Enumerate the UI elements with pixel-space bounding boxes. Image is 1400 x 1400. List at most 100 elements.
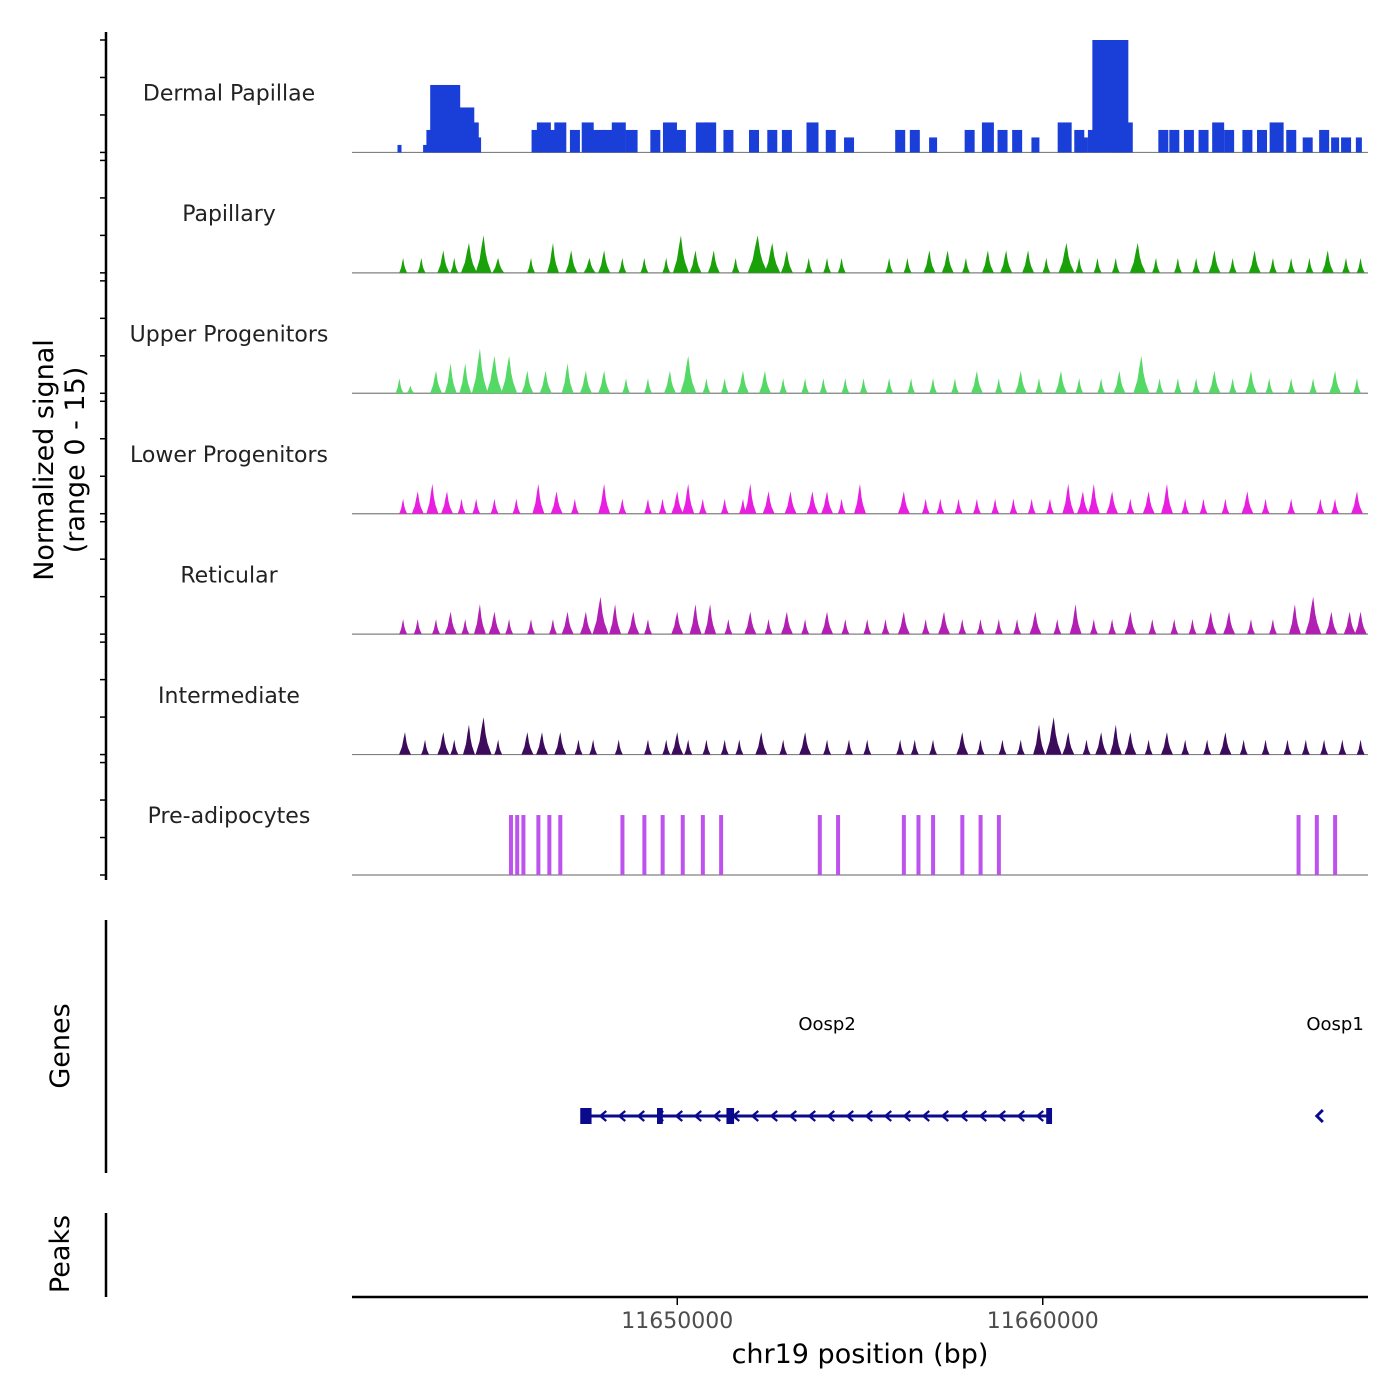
signal-peak xyxy=(1301,739,1310,755)
x-axis-ticks: 11650000 11660000 xyxy=(621,1297,1099,1334)
strand-arrow xyxy=(978,1110,987,1122)
signal-peak xyxy=(618,498,627,514)
genes-panel-label: Genes xyxy=(45,1003,76,1088)
signal-peak xyxy=(929,378,938,394)
signal-peak xyxy=(702,378,711,394)
signal-peak xyxy=(739,498,748,514)
signal-peak xyxy=(1316,498,1325,514)
signal-peak xyxy=(660,815,665,875)
signal-peak xyxy=(1126,498,1135,514)
track-pre-adipocytes: Pre-adipocytes xyxy=(148,804,1368,876)
signal-peak xyxy=(1124,732,1137,755)
track-upper-progenitors: Upper Progenitors xyxy=(130,323,1368,394)
signal-peak xyxy=(461,619,470,635)
signal-peak xyxy=(1192,378,1201,394)
signal-peak xyxy=(581,122,594,153)
signal-peak xyxy=(1181,739,1190,755)
exon xyxy=(1046,1108,1053,1124)
signal-peak xyxy=(976,739,985,755)
signal-peak xyxy=(399,498,408,514)
signal-peak xyxy=(903,257,912,273)
strand-arrow xyxy=(617,1110,626,1122)
signal-peak xyxy=(475,137,482,153)
gene-label: Oosp2 xyxy=(798,1014,855,1035)
signal-peak xyxy=(521,815,526,875)
signal-peak xyxy=(1343,611,1356,635)
signal-peak xyxy=(1106,491,1119,514)
signal-peak xyxy=(1331,498,1340,514)
signal-peak xyxy=(627,611,640,635)
signal-peak xyxy=(767,129,778,153)
signal-peak xyxy=(527,619,536,635)
signal-peak xyxy=(1173,378,1182,394)
genes-panel: Oosp2 Oosp1 xyxy=(580,1014,1364,1124)
signal-peak xyxy=(897,491,910,514)
gene-label: Oosp1 xyxy=(1306,1014,1363,1035)
signal-peak xyxy=(444,611,457,635)
signal-peak xyxy=(399,257,408,273)
signal-peak xyxy=(547,815,552,875)
signal-peak xyxy=(1169,129,1180,153)
signal-peak xyxy=(532,483,545,514)
signal-peak xyxy=(976,619,985,635)
signal-peak xyxy=(680,355,697,394)
signal-peak xyxy=(780,250,793,273)
signal-peak xyxy=(885,378,894,394)
signal-peak xyxy=(450,739,459,755)
signal-peak xyxy=(837,257,846,273)
signal-peak xyxy=(1242,129,1253,153)
signal-peak xyxy=(744,483,757,514)
signal-peak xyxy=(1033,724,1046,755)
signal-peak xyxy=(1160,483,1173,514)
signal-peak xyxy=(644,498,653,514)
signal-peak xyxy=(1319,129,1330,153)
signal-peak xyxy=(799,732,812,755)
track-label: Lower Progenitors xyxy=(130,443,328,468)
signal-peak xyxy=(784,491,797,514)
signal-peak xyxy=(1087,483,1100,514)
signal-peak xyxy=(997,129,1008,153)
signal-peak xyxy=(413,619,422,635)
signal-peak xyxy=(437,250,450,273)
signal-peak xyxy=(921,498,930,514)
signal-peak xyxy=(550,491,563,514)
signal-peak xyxy=(561,611,574,635)
strand-arrow xyxy=(845,1110,854,1122)
signal-peak xyxy=(720,378,729,394)
signal-peak xyxy=(1076,491,1089,514)
track-dermal-papillae: Dermal Papillae xyxy=(143,40,1368,154)
signal-peak xyxy=(1321,250,1334,273)
signal-peak xyxy=(650,129,661,153)
signal-peak xyxy=(764,619,773,635)
signal-peak xyxy=(1228,378,1237,394)
track-papillary: Papillary xyxy=(182,202,1368,274)
signal-peak xyxy=(1287,257,1296,273)
signal-peak xyxy=(1287,378,1296,394)
signal-peak xyxy=(1269,122,1284,153)
signal-peak xyxy=(994,619,1003,635)
signal-peak xyxy=(421,739,430,755)
signal-peak xyxy=(941,250,954,273)
signal-peak xyxy=(923,250,936,273)
signal-peak xyxy=(954,498,963,514)
signal-peak xyxy=(625,129,638,153)
signal-peak xyxy=(398,732,411,755)
signal-peak xyxy=(671,491,684,514)
track-label: Pre-adipocytes xyxy=(148,804,311,829)
signal-peak xyxy=(731,257,740,273)
signal-peak xyxy=(1055,370,1068,394)
signal-peak xyxy=(1075,257,1084,273)
signal-peak xyxy=(845,739,854,755)
signal-peak xyxy=(1198,129,1209,153)
signal-peak xyxy=(749,129,760,153)
strand-arrow xyxy=(921,1110,930,1122)
signal-peak xyxy=(437,732,450,755)
signal-peak xyxy=(825,129,836,153)
signal-peak xyxy=(737,370,750,394)
strand-arrow xyxy=(807,1110,816,1122)
signal-peak xyxy=(1042,257,1051,273)
signal-peak xyxy=(1283,739,1292,755)
signal-peak xyxy=(821,611,834,635)
signal-peak xyxy=(549,619,558,635)
signal-peak xyxy=(450,257,459,273)
